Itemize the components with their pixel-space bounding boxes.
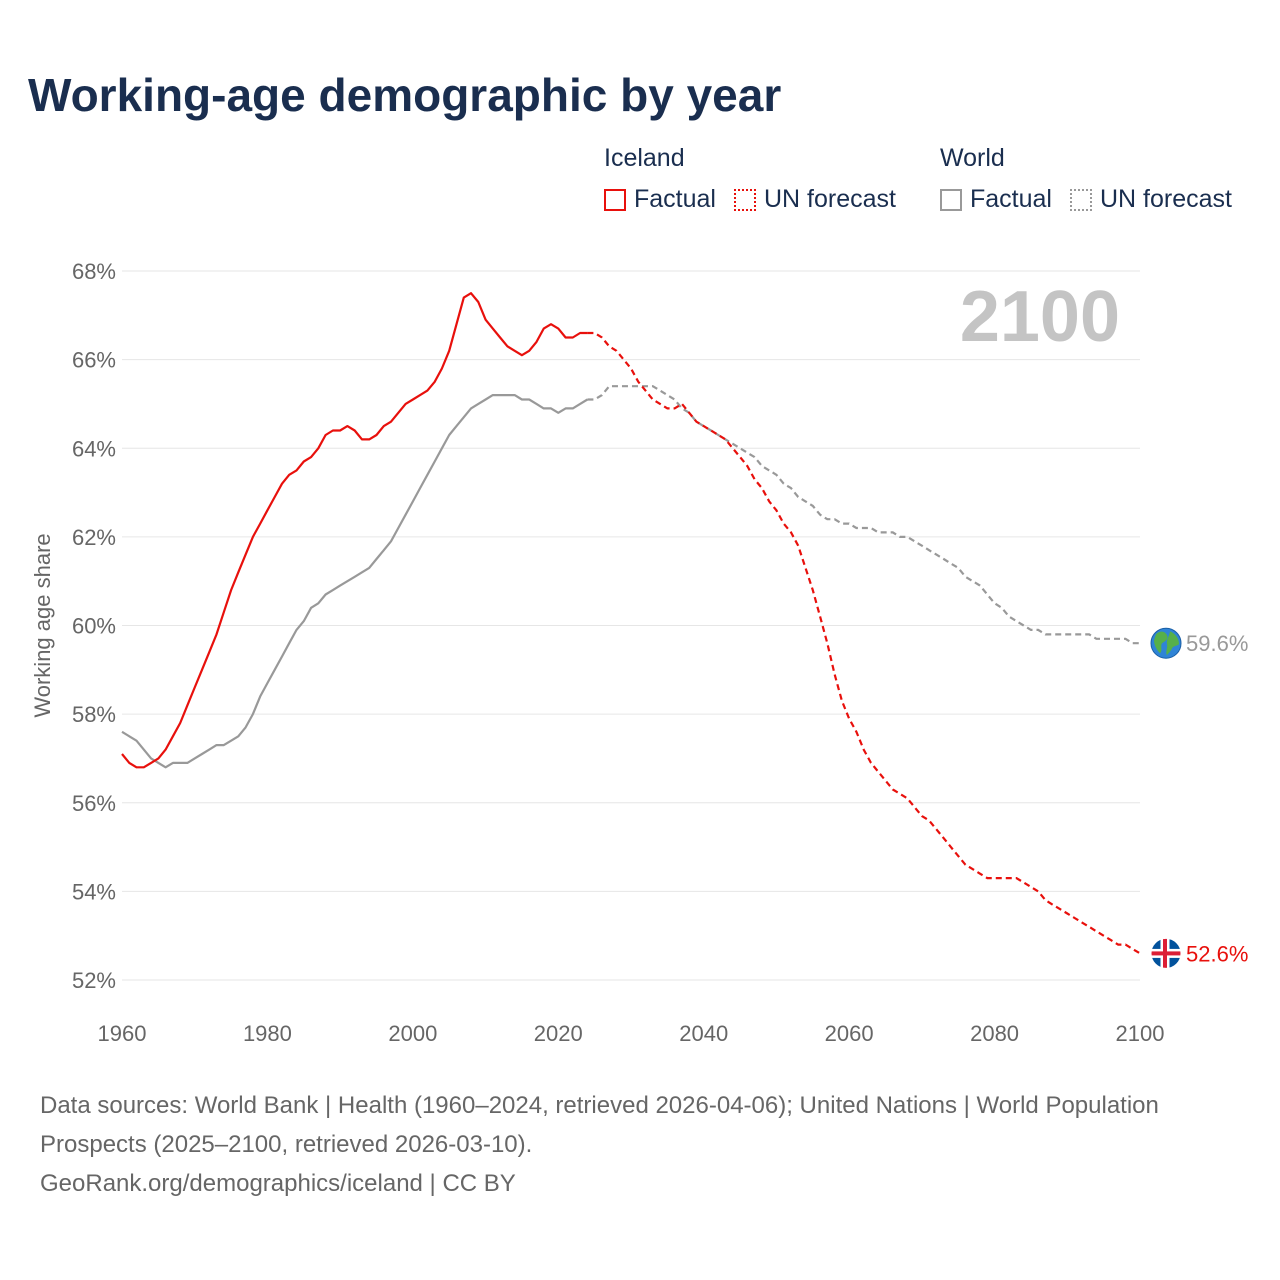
legend-iceland-title: Iceland: [604, 144, 685, 172]
footer: Data sources: World Bank | Health (1960–…: [40, 1086, 1240, 1203]
legend-swatch-dotted-red: [733, 188, 756, 211]
legend-world: World Factual UN forecast: [940, 144, 1250, 214]
x-tick-label: 2060: [825, 1021, 874, 1046]
legend-iceland-forecast[interactable]: UN forecast: [733, 185, 896, 214]
y-tick-label: 62%: [72, 525, 116, 550]
gridlines: [122, 270, 1140, 981]
legend-iceland: Iceland Factual UN forecast: [604, 144, 914, 214]
iceland-factual-line: [121, 292, 588, 769]
world-factual-line: [121, 394, 588, 769]
y-tick-label: 56%: [72, 791, 116, 816]
legend-world-factual[interactable]: Factual: [940, 185, 1052, 214]
x-tick-label: 1980: [243, 1021, 292, 1046]
iceland-forecast-line: [587, 331, 1141, 955]
legend-iceland-factual-label: Factual: [634, 185, 716, 213]
x-tick-label: 2020: [534, 1021, 583, 1046]
y-tick-label: 58%: [72, 702, 116, 727]
y-tick-label: 68%: [72, 259, 116, 284]
globe-icon: [1150, 627, 1182, 659]
y-tick-label: 64%: [72, 436, 116, 461]
globe-continent: [1166, 631, 1179, 656]
end-markers: 52.6% 59.6%: [1150, 627, 1248, 969]
legend-world-factual-label: Factual: [970, 185, 1052, 213]
y-tick-label: 54%: [72, 879, 116, 904]
legend-swatch-solid-gray: [940, 188, 962, 211]
x-tick-label: 2040: [679, 1021, 728, 1046]
legend-world-title: World: [940, 144, 1005, 172]
flag-outline: [1150, 937, 1182, 969]
x-tick-label: 2100: [1116, 1021, 1165, 1046]
axes: 52% 54% 56% 58% 60% 62% 64% 66% 68% 1960 1980 2000 2…: [30, 259, 1164, 1046]
y-tick-label: 66%: [72, 348, 116, 373]
flag-cross-red-v: [1163, 938, 1167, 969]
iceland-end-value-label: 52.6%: [1186, 941, 1248, 966]
legend-world-forecast[interactable]: UN forecast: [1069, 185, 1232, 214]
legend-world-forecast-label: UN forecast: [1099, 185, 1232, 213]
y-axis-title: Working age share: [30, 533, 55, 717]
legend-iceland-factual[interactable]: Factual: [604, 185, 716, 214]
series-lines: [121, 292, 1141, 955]
legend-swatch-solid-red: [604, 188, 626, 211]
iceland-flag-icon: [1150, 937, 1182, 969]
chart-title: Working-age demographic by year: [28, 69, 782, 121]
x-tick-label: 2080: [970, 1021, 1019, 1046]
legend-swatch-dotted-gray: [1069, 188, 1092, 211]
x-tick-label: 2000: [388, 1021, 437, 1046]
current-year-label: 2100: [960, 277, 1120, 357]
legend-iceland-forecast-label: UN forecast: [763, 185, 896, 213]
y-tick-label: 52%: [72, 968, 116, 993]
world-end-value-label: 59.6%: [1186, 631, 1248, 656]
data-sources: Data sources: World Bank | Health (1960–…: [40, 1092, 1159, 1158]
x-tick-label: 1960: [98, 1021, 147, 1046]
credit-link[interactable]: GeoRank.org/demographics/iceland | CC BY: [40, 1170, 516, 1197]
world-forecast-line: [587, 385, 1140, 645]
y-tick-label: 60%: [72, 614, 116, 639]
globe-continent: [1154, 631, 1168, 654]
